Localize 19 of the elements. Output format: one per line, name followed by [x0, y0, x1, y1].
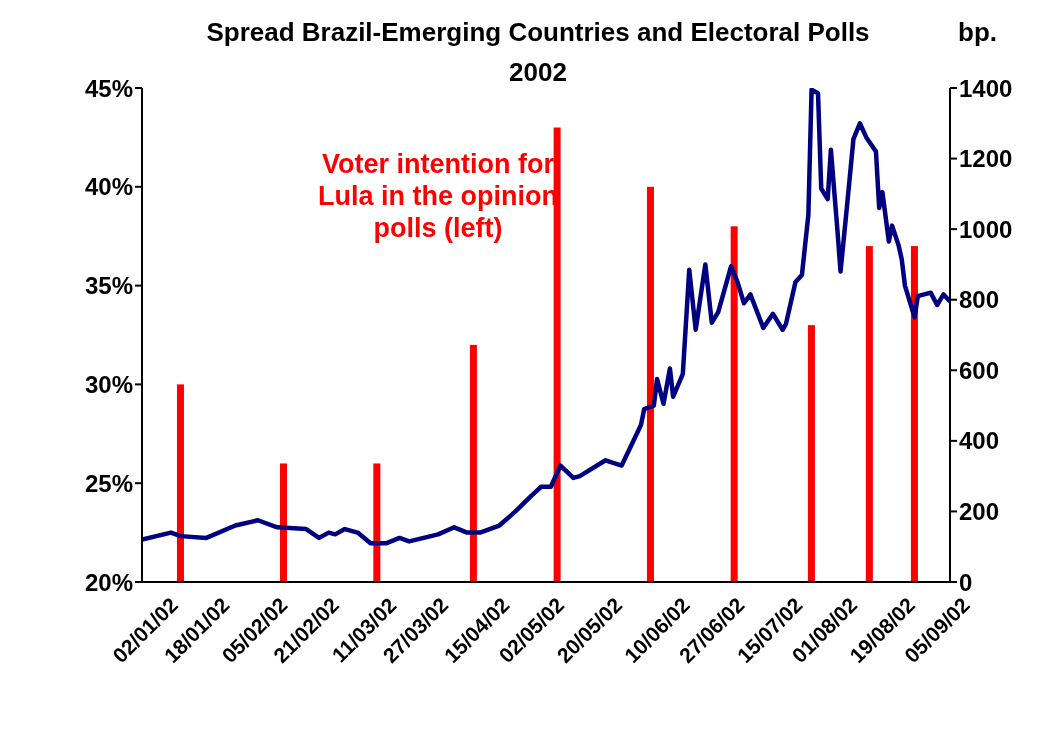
y-tick-label: 35% [84, 272, 133, 300]
y2-tick-label: 800 [959, 286, 1000, 314]
y2-tick-label: 1200 [959, 145, 1013, 173]
y2-tick-label: 1400 [959, 74, 1013, 102]
y-tick-label: 25% [84, 469, 133, 497]
y2-tick-label: 200 [959, 497, 1000, 525]
y2-tick-label: 400 [959, 427, 1000, 455]
series-label: Voter intention for Lula in the opinion polls (left) [317, 148, 559, 244]
y-tick-label: 20% [84, 568, 133, 596]
chart-title: Spread Brazil-Emerging Countries and Electoral Polls [206, 17, 870, 47]
y2-tick-label: 0 [959, 568, 973, 596]
y2-tick-label: 1000 [959, 215, 1013, 243]
chart-subtitle: 2002 [509, 57, 567, 87]
y2-axis-title: bp. [958, 16, 997, 49]
line-series [142, 88, 950, 546]
y-tick-label: 45% [84, 74, 133, 102]
y2-tick-label: 600 [959, 356, 1000, 384]
y-tick-label: 40% [84, 173, 133, 201]
y-tick-label: 30% [84, 370, 133, 398]
